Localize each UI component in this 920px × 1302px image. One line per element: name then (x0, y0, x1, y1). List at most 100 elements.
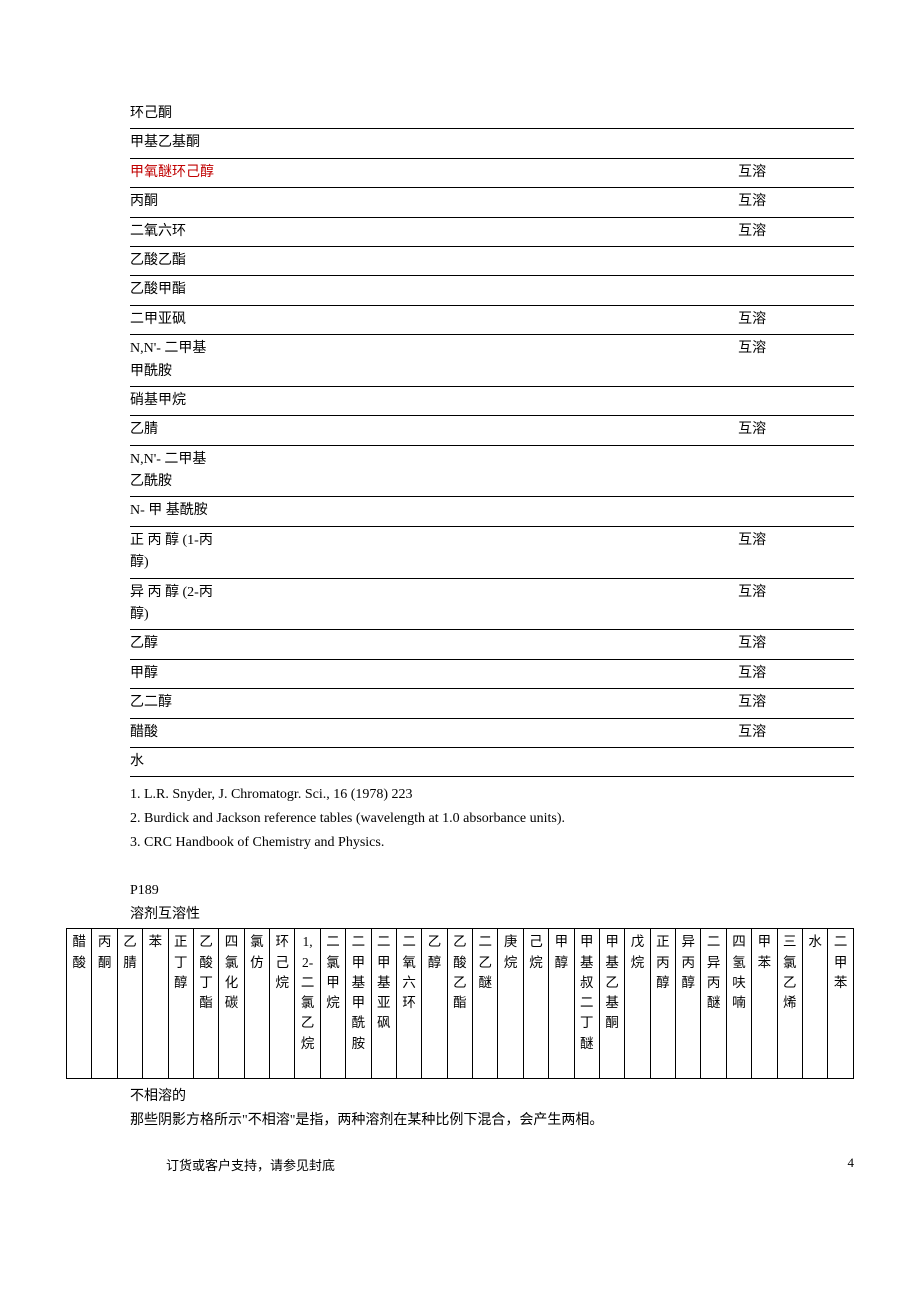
notes-block: 不相溶的 那些阴影方格所示"不相溶"是指，两种溶剂在某种比例下混合，会产生两相。 (130, 1085, 854, 1133)
miscible-cell: 互溶 (738, 416, 854, 445)
footer-left: 订货或客户支持，请参见封底 (166, 1155, 335, 1174)
table-row: N,N'- 二甲基乙酰胺 (130, 445, 854, 497)
miscible-cell: 互溶 (738, 718, 854, 747)
miscibility-column-header: 戊烷 (625, 929, 650, 1079)
miscibility-column-header: 正丁醇 (168, 929, 193, 1079)
table-row: 异 丙 醇 (2-丙醇)互溶 (130, 578, 854, 630)
miscibility-column-header: 甲基叔二丁醚 (574, 929, 599, 1079)
header-label: 己烷 (529, 932, 543, 973)
page-code: P189 (130, 879, 854, 903)
table-row: 正 丙 醇 (1-丙醇) 互溶 (130, 526, 854, 578)
page-root: 环己酮甲基乙基酮甲氧醚环己醇互溶丙酮互溶二氧六环互溶乙酸乙酯乙酸甲酯二甲亚砜互溶… (0, 0, 920, 1204)
table-row: N- 甲 基酰胺 (130, 497, 854, 526)
header-label: 醋酸 (72, 932, 86, 973)
miscibility-grid: 醋酸丙酮乙腈苯正丁醇乙酸丁酯四氯化碳氯仿环己烷 1,2-二氯乙烷二氯甲烷二甲基甲酰… (66, 928, 854, 1079)
header-label: 水 (808, 932, 822, 952)
miscibility-column-header: 甲苯 (752, 929, 777, 1079)
solvent-name: 硝基甲烷 (130, 390, 186, 412)
solvent-name-cell: 水 (130, 747, 738, 776)
solvent-name: 乙醇 (130, 633, 158, 655)
miscibility-column-header: 乙醇 (422, 929, 447, 1079)
reference-line: 1. L.R. Snyder, J. Chromatogr. Sci., 16 … (130, 783, 854, 807)
miscibility-column-header: 甲醇 (549, 929, 574, 1079)
solvent-name: 水 (130, 751, 144, 773)
solvent-name-cell: 乙酸甲酯 (130, 276, 738, 305)
solvent-name-cell: 硝基甲烷 (130, 386, 738, 415)
solvent-name: N,N'- 二甲基甲酰胺 (130, 338, 216, 383)
solvent-name: 乙酸乙酯 (130, 250, 186, 272)
header-label: 异丙醇 (681, 932, 695, 993)
solvent-name: 二氧六环 (130, 221, 186, 243)
page-footer: 订货或客户支持，请参见封底 4 (166, 1155, 854, 1174)
solvent-name-cell: 丙酮 (130, 188, 738, 217)
header-label: 二甲基亚砜 (377, 932, 391, 1033)
solvent-name: 乙酸甲酯 (130, 279, 186, 301)
solvent-name: 甲基乙基酮 (130, 132, 200, 154)
header-label: 环己烷 (275, 932, 289, 993)
solvent-table-block: 环己酮甲基乙基酮甲氧醚环己醇互溶丙酮互溶二氧六环互溶乙酸乙酯乙酸甲酯二甲亚砜互溶… (130, 100, 854, 926)
miscibility-column-header: 1,2-二氯乙烷 (295, 929, 320, 1079)
miscibility-column-header: 二氯甲烷 (320, 929, 345, 1079)
miscible-cell: 互溶 (738, 526, 854, 578)
miscibility-column-header: 乙腈 (117, 929, 142, 1079)
solvent-name-cell: 二甲亚砜 (130, 305, 738, 334)
miscibility-grid-wrap: 醋酸丙酮乙腈苯正丁醇乙酸丁酯四氯化碳氯仿环己烷 1,2-二氯乙烷二氯甲烷二甲基甲酰… (66, 928, 854, 1079)
miscibility-column-header: 三氯乙烯 (777, 929, 802, 1079)
solvent-name-cell: 二氧六环 (130, 217, 738, 246)
table-row: 二甲亚砜互溶 (130, 305, 854, 334)
table-row: 环己酮 (130, 100, 854, 129)
header-label: 甲醇 (555, 932, 569, 973)
solvent-name-cell: 正 丙 醇 (1-丙醇) (130, 526, 738, 578)
miscibility-column-header: 二异丙醚 (701, 929, 726, 1079)
miscible-cell: 互溶 (738, 689, 854, 718)
table-row: 乙醇互溶 (130, 630, 854, 659)
solvent-name: 甲醇 (130, 663, 158, 685)
solvent-name-cell: 乙酸乙酯 (130, 246, 738, 275)
table-row: 乙二醇互溶 (130, 689, 854, 718)
header-label: 乙腈 (123, 932, 137, 973)
miscibility-column-header: 异丙醇 (676, 929, 701, 1079)
references-block: 1. L.R. Snyder, J. Chromatogr. Sci., 16 … (130, 783, 854, 854)
solvent-name: 二甲亚砜 (130, 309, 186, 331)
miscibility-column-header: 水 (802, 929, 827, 1079)
miscibility-column-header: 苯 (143, 929, 168, 1079)
miscibility-column-header: 庚烷 (498, 929, 523, 1079)
solvent-name: N,N'- 二甲基乙酰胺 (130, 449, 216, 494)
miscible-cell (738, 497, 854, 526)
miscibility-column-header: 丙酮 (92, 929, 117, 1079)
notes-heading: 不相溶的 (130, 1085, 854, 1109)
table-row: 乙酸甲酯 (130, 276, 854, 305)
table-row: 水 (130, 747, 854, 776)
table-row: N,N'- 二甲基甲酰胺互溶 (130, 335, 854, 387)
solvent-name: 丙酮 (130, 191, 158, 213)
miscible-cell (738, 129, 854, 158)
miscibility-column-header: 四氯化碳 (219, 929, 244, 1079)
solvent-name: 醋酸 (130, 722, 158, 744)
miscible-cell (738, 747, 854, 776)
header-label: 甲基乙基酮 (605, 932, 619, 1033)
table-row: 硝基甲烷 (130, 386, 854, 415)
miscible-cell: 互溶 (738, 659, 854, 688)
solvent-name-cell: 异 丙 醇 (2-丙醇) (130, 578, 738, 630)
table-row: 二氧六环互溶 (130, 217, 854, 246)
solvent-name: 正 丙 醇 (1-丙醇) (130, 530, 216, 575)
solvent-name: 异 丙 醇 (2-丙醇) (130, 582, 216, 627)
header-label: 庚烷 (504, 932, 518, 973)
solvent-name: 乙腈 (130, 419, 158, 441)
miscible-cell (738, 276, 854, 305)
header-label: 二甲苯 (834, 932, 848, 993)
miscibility-column-header: 乙酸丁酯 (193, 929, 218, 1079)
miscibility-column-header: 环己烷 (270, 929, 295, 1079)
miscibility-column-header: 二甲基甲酰胺 (346, 929, 371, 1079)
reference-line: 2. Burdick and Jackson reference tables … (130, 807, 854, 831)
header-label: 氯仿 (250, 932, 264, 973)
header-label: 戊烷 (631, 932, 645, 973)
miscibility-column-header: 四氢呋喃 (726, 929, 751, 1079)
solvent-name-cell: N,N'- 二甲基甲酰胺 (130, 335, 738, 387)
solvent-name: 甲氧醚环己醇 (130, 162, 214, 184)
solvent-name: N- 甲 基酰胺 (130, 500, 208, 522)
header-label: 1,2-二氯乙烷 (301, 932, 315, 1054)
table-row: 甲基乙基酮 (130, 129, 854, 158)
table-row: 甲氧醚环己醇互溶 (130, 158, 854, 187)
footer-page-number: 4 (848, 1155, 855, 1174)
